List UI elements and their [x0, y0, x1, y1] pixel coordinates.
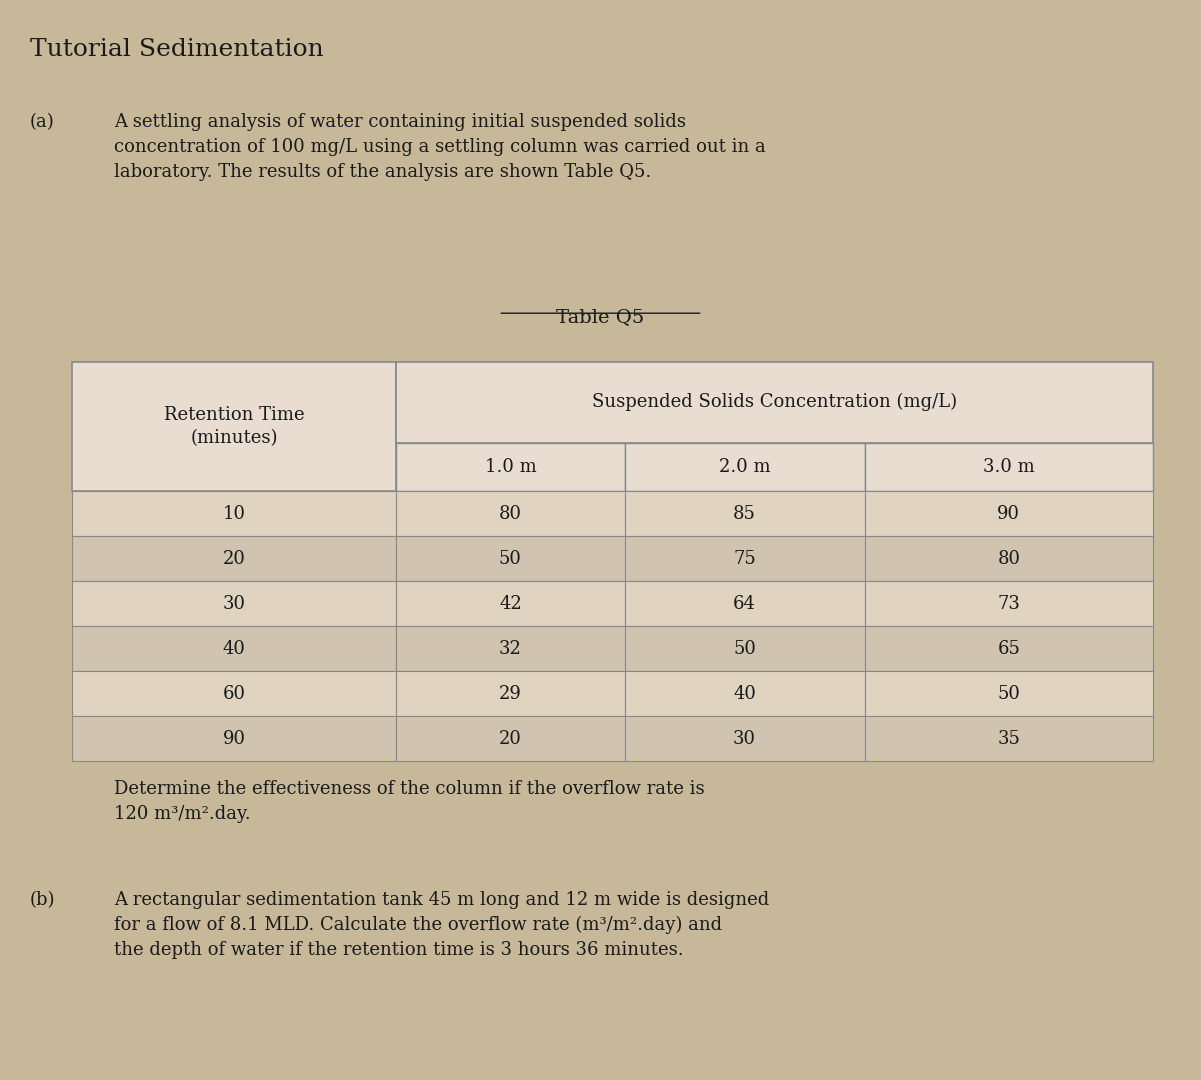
Bar: [396, 537, 625, 581]
Text: 85: 85: [733, 504, 757, 523]
Text: (b): (b): [30, 891, 55, 909]
Bar: [865, 443, 1153, 491]
Text: 60: 60: [222, 685, 246, 703]
Bar: [72, 491, 396, 537]
Bar: [396, 672, 625, 716]
Text: 3.0 m: 3.0 m: [982, 458, 1035, 476]
Text: Determine the effectiveness of the column if the overflow rate is
120 m³/m².day.: Determine the effectiveness of the colum…: [114, 780, 705, 823]
Bar: [396, 581, 625, 626]
Text: 50: 50: [733, 639, 757, 658]
Text: 50: 50: [498, 550, 522, 568]
Text: 30: 30: [733, 730, 757, 747]
Text: 1.0 m: 1.0 m: [484, 458, 537, 476]
Text: Retention Time
(minutes): Retention Time (minutes): [163, 406, 305, 447]
Text: A rectangular sedimentation tank 45 m long and 12 m wide is designed
for a flow : A rectangular sedimentation tank 45 m lo…: [114, 891, 770, 959]
Text: 30: 30: [222, 595, 246, 612]
Text: A settling analysis of water containing initial suspended solids
concentration o: A settling analysis of water containing …: [114, 113, 766, 181]
Text: 80: 80: [498, 504, 522, 523]
Text: 40: 40: [222, 639, 246, 658]
Text: 65: 65: [997, 639, 1021, 658]
Bar: [865, 581, 1153, 626]
Bar: [625, 537, 865, 581]
Bar: [625, 716, 865, 761]
Bar: [396, 491, 625, 537]
Text: 40: 40: [733, 685, 757, 703]
Bar: [396, 716, 625, 761]
Bar: [625, 626, 865, 672]
Bar: [72, 626, 396, 672]
Text: 29: 29: [498, 685, 522, 703]
Bar: [72, 672, 396, 716]
Text: 64: 64: [733, 595, 757, 612]
Text: 35: 35: [997, 730, 1021, 747]
Bar: [625, 443, 865, 491]
Bar: [396, 362, 1153, 443]
Bar: [625, 491, 865, 537]
Bar: [865, 626, 1153, 672]
Bar: [72, 716, 396, 761]
Text: 2.0 m: 2.0 m: [719, 458, 770, 476]
Bar: [865, 537, 1153, 581]
Text: 42: 42: [500, 595, 521, 612]
Text: 20: 20: [498, 730, 522, 747]
Bar: [865, 716, 1153, 761]
Text: 32: 32: [498, 639, 522, 658]
Text: 90: 90: [222, 730, 246, 747]
Bar: [72, 537, 396, 581]
Text: 80: 80: [997, 550, 1021, 568]
Bar: [396, 443, 625, 491]
Text: Table Q5: Table Q5: [556, 308, 645, 326]
Text: 75: 75: [734, 550, 755, 568]
Text: Suspended Solids Concentration (mg/L): Suspended Solids Concentration (mg/L): [592, 393, 957, 411]
Bar: [865, 491, 1153, 537]
Text: 50: 50: [997, 685, 1021, 703]
Text: Tutorial Sedimentation: Tutorial Sedimentation: [30, 38, 324, 60]
Bar: [72, 581, 396, 626]
Bar: [625, 581, 865, 626]
Bar: [625, 672, 865, 716]
Text: 90: 90: [997, 504, 1021, 523]
Text: 10: 10: [222, 504, 246, 523]
Bar: [865, 672, 1153, 716]
Text: (a): (a): [30, 113, 55, 132]
Text: 20: 20: [222, 550, 246, 568]
Bar: [72, 362, 396, 491]
Text: 73: 73: [997, 595, 1021, 612]
Bar: [396, 626, 625, 672]
